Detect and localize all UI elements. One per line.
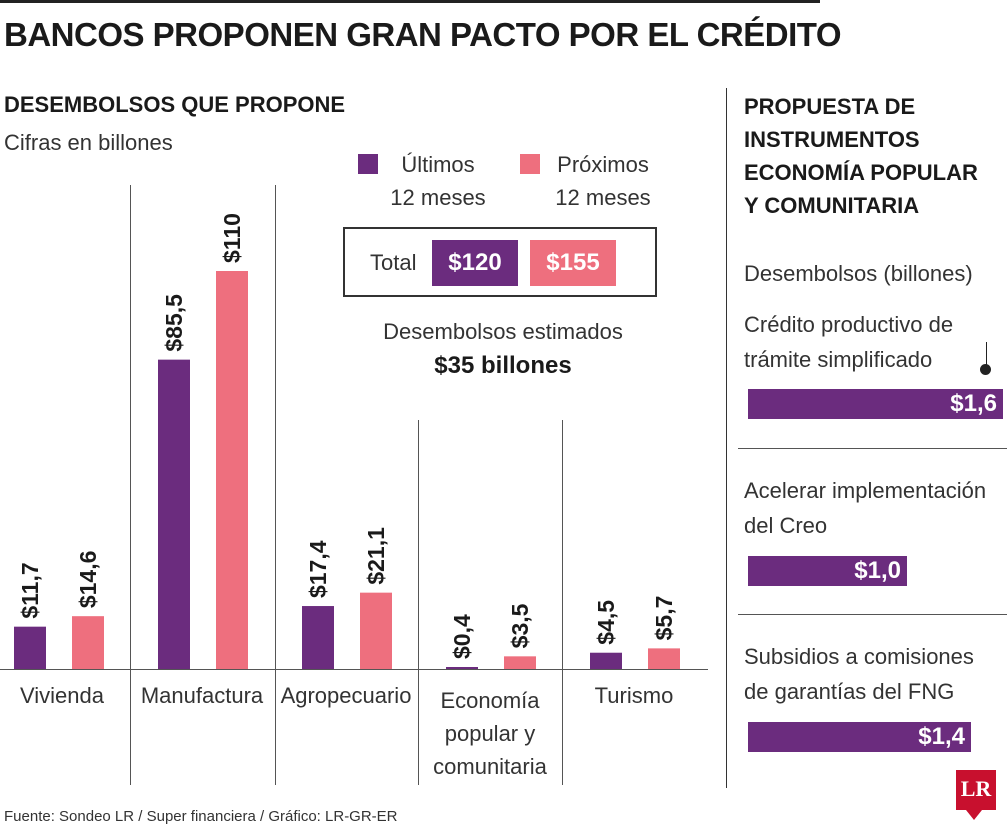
right-panel-subtitle: Desembolsos (billones) [744, 261, 973, 286]
column-divider [275, 185, 276, 785]
bar-proximos [360, 592, 392, 669]
bar-ultimos [158, 359, 190, 669]
column-divider [130, 185, 131, 785]
category-label-line: comunitaria [433, 754, 547, 779]
bar-ultimos [14, 626, 46, 669]
chart-title: DESEMBOLSOS QUE PROPONE [4, 92, 346, 117]
bar-value-label: $14,6 [75, 551, 101, 609]
column-divider [418, 420, 419, 785]
totals-label: Total [370, 250, 417, 275]
instrument-separator [738, 614, 1007, 615]
total-ultimos-badge: $120 [432, 240, 518, 286]
bar-proximos [648, 648, 680, 669]
legend-ultimos-line2: 12 meses [390, 185, 486, 210]
instrument-3-line1: Subsidios a comisiones [744, 644, 974, 669]
category-label: Turismo [564, 679, 704, 712]
bar-proximos [216, 271, 248, 669]
column-divider [562, 420, 563, 785]
bar-ultimos [302, 606, 334, 669]
totals-box [343, 227, 657, 297]
bar-value-label: $11,7 [17, 562, 43, 618]
instrument-2-line2: del Creo [744, 513, 828, 538]
category-label: Agropecuario [276, 679, 416, 712]
lr-logo-tail [966, 810, 982, 820]
instrument-3-bar: $1,4 [748, 722, 971, 752]
bar-value-label: $85,5 [161, 294, 187, 352]
category-label-line: Agropecuario [280, 683, 412, 708]
bar-ultimos [590, 652, 622, 669]
category-label: Economía popular y comunitaria [420, 684, 560, 783]
category-label-line: Turismo [594, 683, 674, 708]
bar-value-label: $5,7 [651, 596, 677, 641]
panel-divider [726, 88, 727, 788]
bar-proximos [72, 616, 104, 669]
legend-proximos-line1: Próximos [557, 152, 649, 177]
instrument-separator [738, 448, 1007, 449]
estimate-value: $35 billones [434, 352, 572, 379]
category-label-line: Economía [440, 688, 540, 713]
category-label: Vivienda [0, 679, 132, 712]
bar-value-label: $4,5 [593, 600, 619, 645]
bar-value-label: $3,5 [507, 603, 533, 648]
instrument-3-text: Subsidios a comisiones de garantías del … [744, 639, 974, 709]
instrument-2-bar: $1,0 [748, 556, 907, 586]
bar-value-label: $21,1 [363, 527, 389, 585]
instrument-1-dot [980, 364, 991, 375]
bar-value-label: $110 [219, 213, 245, 263]
legend-ultimos-line1: Últimos [401, 152, 475, 177]
source-note: Fuente: Sondeo LR / Super financiera / G… [4, 808, 398, 825]
instrument-1-line1: Crédito productivo de [744, 312, 954, 337]
chart-subtitle: Cifras en billones [4, 130, 173, 155]
instrument-1-leader [986, 342, 987, 370]
instrument-3-line2: de garantías del FNG [744, 679, 955, 704]
right-panel-title: PROPUESTA DE INSTRUMENTOS ECONOMÍA POPUL… [744, 94, 978, 218]
bar-proximos [504, 656, 536, 669]
instrument-1-line2: trámite simplificado [744, 347, 933, 372]
category-label-line: popular y [444, 721, 536, 746]
lr-logo: LR [956, 770, 996, 810]
total-proximos-badge: $155 [530, 240, 616, 286]
legend-proximos-line2: 12 meses [555, 185, 651, 210]
instrument-1-bar: $1,6 [748, 389, 1003, 419]
instrument-2-line1: Acelerar implementación [744, 478, 987, 503]
bar-value-label: $0,4 [449, 614, 475, 659]
legend-label-ultimos: Últimos 12 meses [388, 148, 488, 214]
estimate-label: Desembolsos estimados [383, 319, 623, 344]
bar-chart: $11,7 $85,5 $17,4 $0,4 $4,5 $14,6 $110 $21,1 $3,… [0, 213, 708, 670]
category-label-line: Vivienda [20, 683, 104, 708]
instrument-1-text: Crédito productivo de trámite simplifica… [744, 307, 953, 377]
legend-label-proximos: Próximos 12 meses [548, 148, 658, 214]
instrument-2-text: Acelerar implementación del Creo [744, 473, 986, 543]
category-label-line: Manufactura [140, 683, 264, 708]
bar-value-label: $17,4 [305, 540, 331, 598]
top-rule [0, 0, 820, 3]
legend-swatch-ultimos [358, 154, 378, 174]
legend-swatch-proximos [520, 154, 540, 174]
page-title: BANCOS PROPONEN GRAN PACTO POR EL CRÉDIT… [4, 16, 841, 53]
category-label: Manufactura [132, 679, 272, 712]
bar-ultimos [446, 667, 478, 669]
